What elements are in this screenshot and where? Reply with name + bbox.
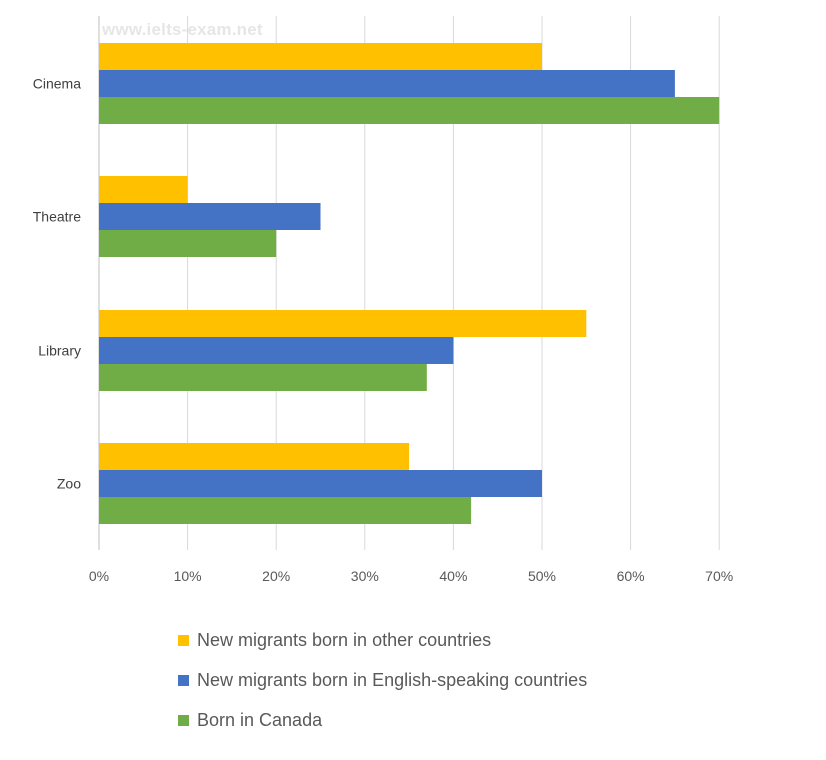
y-category-label: Library <box>38 343 81 359</box>
legend-item-born-in-canada: Born in Canada <box>178 700 587 740</box>
x-tick-label: 40% <box>439 568 467 584</box>
bar <box>99 310 587 337</box>
x-tick-label: 0% <box>89 568 109 584</box>
y-category-label: Zoo <box>57 476 81 492</box>
y-category-label: Theatre <box>33 209 81 225</box>
x-tick-label: 60% <box>617 568 645 584</box>
legend-item-english-speaking: New migrants born in English-speaking co… <box>178 660 587 700</box>
y-category-label: Cinema <box>33 76 81 92</box>
bars <box>99 43 720 524</box>
bar <box>99 337 454 364</box>
bar <box>99 97 720 124</box>
bar <box>99 43 542 70</box>
bar <box>99 497 472 524</box>
legend-label: New migrants born in English-speaking co… <box>197 669 588 690</box>
x-tick-label: 30% <box>351 568 379 584</box>
bar <box>99 203 321 230</box>
legend-swatch <box>178 674 189 686</box>
legend-label: New migrants born in other countries <box>197 629 492 650</box>
bar <box>99 364 427 391</box>
x-axis-labels: 0% 10% 20% 30% 40% 50% 60% 70% <box>89 568 733 584</box>
bar <box>99 176 188 203</box>
x-tick-label: 20% <box>262 568 290 584</box>
legend-label: Born in Canada <box>197 709 323 730</box>
x-tick-label: 10% <box>174 568 202 584</box>
watermark-text: www.ielts-exam.net <box>102 20 263 39</box>
legend-swatch <box>178 714 189 726</box>
legend-item-other-countries: New migrants born in other countries <box>178 620 587 660</box>
bar <box>99 230 277 257</box>
x-tick-label: 50% <box>528 568 556 584</box>
bar <box>99 470 542 497</box>
legend-swatch <box>178 634 189 646</box>
bar-chart: Cinema Theatre Library Zoo 0% 10% 20% 30% 40% 50… <box>33 16 733 584</box>
bar <box>99 443 410 470</box>
y-axis-labels: Cinema Theatre Library Zoo <box>33 76 81 492</box>
x-tick-label: 70% <box>705 568 733 584</box>
bar <box>99 70 675 97</box>
legend: New migrants born in other countries New… <box>178 620 587 740</box>
